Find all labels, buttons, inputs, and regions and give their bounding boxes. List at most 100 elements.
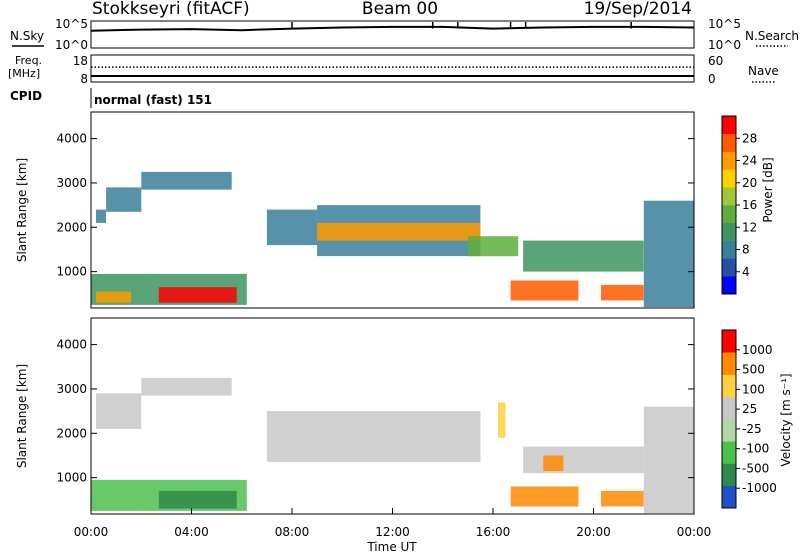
velocity-colorbar-seg-4	[722, 396, 736, 420]
power-colorbar-label: Power [dB]	[761, 157, 775, 222]
power-band-5	[96, 291, 132, 303]
velocity-colorbar: 1000 500 100 25 -25 -100 -500 -1000	[721, 329, 777, 509]
beam-title: Beam 00	[362, 0, 438, 19]
freq-label: Freq.	[15, 54, 42, 67]
nsky-line	[90, 25, 695, 32]
velocity-colorbar-label-0: 1000	[742, 343, 773, 357]
velocity-ylabel: Slant Range [km]	[15, 364, 29, 468]
xtick-label-5: 20:00	[576, 525, 611, 539]
xtick-label-6: 00:00	[677, 525, 712, 539]
time-xaxis: 00:00 04:00 08:00 12:00 16:00 20:00 00:00	[74, 508, 712, 539]
freq-tick-bottom: 8	[80, 72, 88, 86]
velocity-colorbar-label: Velocity [m s⁻¹]	[779, 373, 793, 466]
power-colorbar-label-5: 8	[742, 243, 750, 257]
xtick-label-4: 16:00	[476, 525, 511, 539]
nave-label: Nave	[748, 64, 779, 78]
velocity-colorbar-seg-6	[722, 352, 736, 375]
power-colorbar-seg-3	[722, 222, 736, 241]
velocity-data	[91, 377, 695, 514]
velocity-band-10	[643, 406, 695, 514]
velocity-ytick-label-1: 2000	[56, 426, 87, 440]
nave-tick-bottom: 0	[708, 72, 716, 86]
velocity-band-4	[266, 411, 481, 463]
freq-panel: Freq. [MHz] 18 8 60 0 Nave	[8, 54, 779, 86]
freq-unit-label: [MHz]	[8, 67, 40, 80]
power-colorbar-seg-4	[722, 205, 736, 224]
xtick-label-0: 00:00	[74, 525, 109, 539]
velocity-colorbar-label-6: -500	[742, 461, 769, 475]
velocity-band-8	[543, 455, 564, 471]
xtick-label-3: 12:00	[375, 525, 410, 539]
power-colorbar-label-4: 12	[742, 220, 757, 234]
power-band-11	[523, 240, 644, 272]
power-colorbar-label-2: 20	[742, 176, 757, 190]
power-band-2	[141, 171, 232, 190]
noise-panel-frame	[90, 20, 695, 49]
freq-panel-frame	[90, 54, 695, 83]
velocity-colorbar-label-5: -100	[742, 442, 769, 456]
velocity-colorbar-seg-2	[722, 441, 736, 464]
power-band-12	[601, 284, 644, 301]
power-ytick-label-2: 3000	[56, 176, 87, 190]
velocity-band-9	[601, 490, 644, 507]
power-colorbar-seg-0	[722, 276, 736, 295]
nsky-tick-top: 10^5	[55, 17, 88, 31]
power-colorbar-seg-7	[722, 151, 736, 170]
power-colorbar: 28 24 20 16 12 8 4	[721, 115, 757, 295]
velocity-colorbar-label-3: 25	[742, 402, 757, 416]
power-band-6	[266, 209, 318, 246]
nsky-series	[90, 22, 695, 32]
power-colorbar-seg-8	[722, 133, 736, 152]
power-yaxis: 1000 2000 3000 4000	[56, 132, 694, 279]
date-title: 19/Sep/2014	[584, 0, 692, 19]
velocity-colorbar-seg-3	[722, 419, 736, 442]
velocity-colorbar-seg-7	[722, 330, 736, 353]
velocity-yaxis: 1000 2000 3000 4000	[56, 338, 694, 485]
station-title: Stokkseyri (fitACF)	[92, 0, 250, 19]
nsearch-tick-bottom: 10^0	[708, 38, 741, 52]
power-band-0	[96, 209, 106, 223]
power-band-4	[158, 287, 237, 303]
power-data	[91, 171, 695, 308]
power-colorbar-label-0: 28	[742, 131, 757, 145]
velocity-ytick-label-0: 1000	[56, 471, 87, 485]
velocity-band-1	[141, 377, 232, 396]
power-panel-frame	[90, 111, 695, 309]
velocity-colorbar-label-2: 100	[742, 382, 765, 396]
xtick-label-1: 04:00	[174, 525, 209, 539]
power-colorbar-label-1: 24	[742, 154, 757, 168]
cpid-label: CPID	[10, 89, 42, 103]
nsky-tick-bottom: 10^0	[55, 38, 88, 52]
power-colorbar-seg-2	[722, 240, 736, 259]
power-ytick-label-3: 4000	[56, 132, 87, 146]
velocity-colorbar-frame	[721, 329, 737, 509]
power-colorbar-label-3: 16	[742, 198, 757, 212]
velocity-colorbar-label-4: -25	[742, 422, 762, 436]
velocity-colorbar-label-1: 500	[742, 363, 765, 377]
power-band-10	[510, 280, 579, 301]
power-colorbar-seg-6	[722, 169, 736, 188]
velocity-colorbar-seg-0	[722, 485, 736, 509]
power-colorbar-seg-9	[722, 116, 736, 135]
power-ylabel: Slant Range [km]	[15, 158, 29, 262]
velocity-colorbar-seg-1	[722, 463, 736, 487]
velocity-band-3	[158, 490, 237, 509]
velocity-panel: 1000 2000 3000 4000 Slant Range [km] 1000 50…	[15, 317, 793, 554]
power-colorbar-seg-1	[722, 258, 736, 277]
velocity-colorbar-label-7: -1000	[742, 481, 777, 495]
power-colorbar-seg-5	[722, 187, 736, 206]
nave-tick-top: 60	[708, 54, 723, 68]
power-ytick-label-1: 2000	[56, 220, 87, 234]
power-ytick-label-0: 1000	[56, 265, 87, 279]
velocity-ytick-label-2: 3000	[56, 382, 87, 396]
velocity-ytick-label-3: 4000	[56, 338, 87, 352]
velocity-band-0	[96, 393, 142, 429]
power-band-13	[643, 200, 695, 308]
freq-tick-top: 18	[73, 54, 88, 68]
nsearch-tick-top: 10^5	[708, 17, 741, 31]
freq-series	[91, 66, 694, 78]
power-band-1	[106, 187, 142, 212]
velocity-band-5	[498, 402, 506, 438]
nsky-label: N.Sky	[10, 29, 44, 43]
